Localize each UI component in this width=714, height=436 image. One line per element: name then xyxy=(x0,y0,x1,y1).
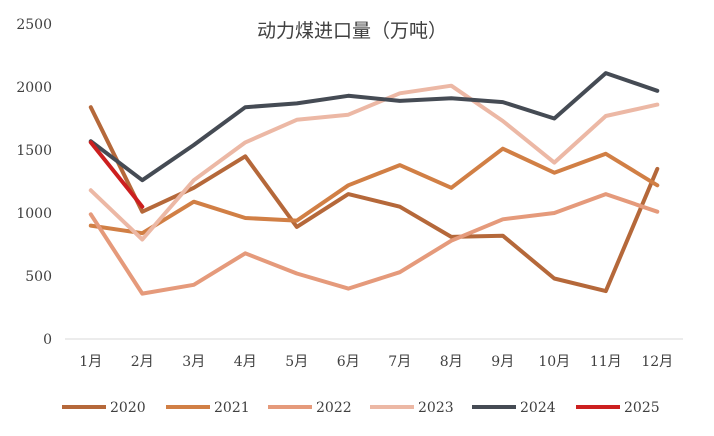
series-line-2021 xyxy=(88,146,660,236)
y-tick-label: 1000 xyxy=(16,206,52,222)
series-line-2022 xyxy=(88,192,660,296)
data-point-2020-3 xyxy=(192,186,196,190)
data-point-2024-11 xyxy=(604,71,608,75)
data-point-2023-2 xyxy=(140,237,144,241)
legend-label-2022: 2022 xyxy=(316,400,352,416)
data-point-2020-5 xyxy=(295,225,299,229)
data-point-2023-5 xyxy=(295,118,299,122)
data-point-2025-2 xyxy=(140,205,144,209)
data-point-2020-11 xyxy=(604,289,608,293)
data-point-2022-9 xyxy=(501,217,505,221)
data-point-2023-11 xyxy=(604,114,608,118)
data-point-2020-12 xyxy=(655,167,659,171)
legend-label-2023: 2023 xyxy=(418,400,454,416)
x-tick-label: 1月 xyxy=(79,354,102,370)
data-point-2025-1 xyxy=(89,140,93,144)
data-point-2021-1 xyxy=(89,224,93,228)
data-point-2020-1 xyxy=(89,105,93,109)
data-point-2022-2 xyxy=(140,292,144,296)
x-tick-label: 2月 xyxy=(131,354,154,370)
series-line-2023 xyxy=(88,83,660,242)
data-point-2022-5 xyxy=(295,271,299,275)
x-tick-label: 9月 xyxy=(491,354,514,370)
data-point-2021-4 xyxy=(243,216,247,220)
data-point-2022-3 xyxy=(192,283,196,287)
data-point-2024-5 xyxy=(295,101,299,105)
data-point-2020-2 xyxy=(140,210,144,214)
data-point-2021-6 xyxy=(346,183,350,187)
data-point-2024-4 xyxy=(243,105,247,109)
data-point-2021-5 xyxy=(295,219,299,223)
data-point-2022-8 xyxy=(449,239,453,243)
data-point-2023-4 xyxy=(243,140,247,144)
data-point-2022-12 xyxy=(655,210,659,214)
data-point-2022-10 xyxy=(552,211,556,215)
data-point-2021-9 xyxy=(501,147,505,151)
data-point-2023-8 xyxy=(449,84,453,88)
data-point-2021-12 xyxy=(655,183,659,187)
data-point-2023-10 xyxy=(552,161,556,165)
x-axis-ticks: 1月 2月 3月 4月 5月 6月 7月 8月 9月 10月 11月 12月 xyxy=(79,354,673,370)
x-tick-label: 5月 xyxy=(285,354,308,370)
x-tick-label: 12月 xyxy=(641,354,673,370)
x-tick-label: 11月 xyxy=(590,354,622,370)
x-tick-label: 3月 xyxy=(182,354,205,370)
legend-label-2024: 2024 xyxy=(520,400,556,416)
chart-title: 动力煤进口量（万吨） xyxy=(257,20,447,42)
data-point-2023-1 xyxy=(89,188,93,192)
data-point-2024-7 xyxy=(398,99,402,103)
data-point-2024-12 xyxy=(655,89,659,93)
series-group xyxy=(88,71,660,296)
data-point-2023-9 xyxy=(501,119,505,123)
x-tick-label: 6月 xyxy=(337,354,360,370)
y-tick-label: 2000 xyxy=(16,80,52,96)
data-point-2021-2 xyxy=(140,231,144,235)
data-point-2022-7 xyxy=(398,270,402,274)
data-point-2023-12 xyxy=(655,103,659,107)
legend: 2020 2021 2022 2023 2024 2025 xyxy=(62,400,660,416)
data-point-2023-6 xyxy=(346,113,350,117)
y-tick-label: 500 xyxy=(25,269,52,285)
y-tick-label: 1500 xyxy=(16,143,52,159)
data-point-2020-4 xyxy=(243,154,247,158)
data-point-2024-8 xyxy=(449,96,453,100)
data-point-2022-4 xyxy=(243,251,247,255)
legend-label-2020: 2020 xyxy=(110,400,146,416)
data-point-2021-11 xyxy=(604,152,608,156)
legend-label-2021: 2021 xyxy=(214,400,250,416)
x-tick-label: 10月 xyxy=(538,354,570,370)
data-point-2021-3 xyxy=(192,200,196,204)
data-point-2024-3 xyxy=(192,143,196,147)
data-point-2020-10 xyxy=(552,277,556,281)
series-line-2025 xyxy=(88,140,145,209)
data-point-2020-8 xyxy=(449,235,453,239)
data-point-2021-10 xyxy=(552,171,556,175)
data-point-2022-11 xyxy=(604,192,608,196)
data-point-2023-7 xyxy=(398,91,402,95)
y-tick-label: 2500 xyxy=(16,17,52,33)
x-tick-label: 4月 xyxy=(234,354,257,370)
y-tick-label: 0 xyxy=(43,332,52,348)
data-point-2021-8 xyxy=(449,186,453,190)
data-point-2023-3 xyxy=(192,178,196,182)
x-tick-label: 8月 xyxy=(440,354,463,370)
legend-label-2025: 2025 xyxy=(624,400,660,416)
data-point-2024-10 xyxy=(552,117,556,120)
data-point-2020-6 xyxy=(346,192,350,196)
data-point-2020-9 xyxy=(501,234,505,238)
data-point-2022-6 xyxy=(346,287,350,291)
data-point-2024-9 xyxy=(501,100,505,104)
y-axis-ticks: 0 500 1000 1500 2000 2500 xyxy=(16,17,52,348)
data-point-2022-1 xyxy=(89,212,93,216)
data-point-2024-6 xyxy=(346,94,350,98)
data-point-2020-7 xyxy=(398,205,402,209)
series-line-2024 xyxy=(88,71,660,183)
data-point-2021-7 xyxy=(398,163,402,167)
data-point-2024-2 xyxy=(140,178,144,182)
x-tick-label: 7月 xyxy=(388,354,411,370)
